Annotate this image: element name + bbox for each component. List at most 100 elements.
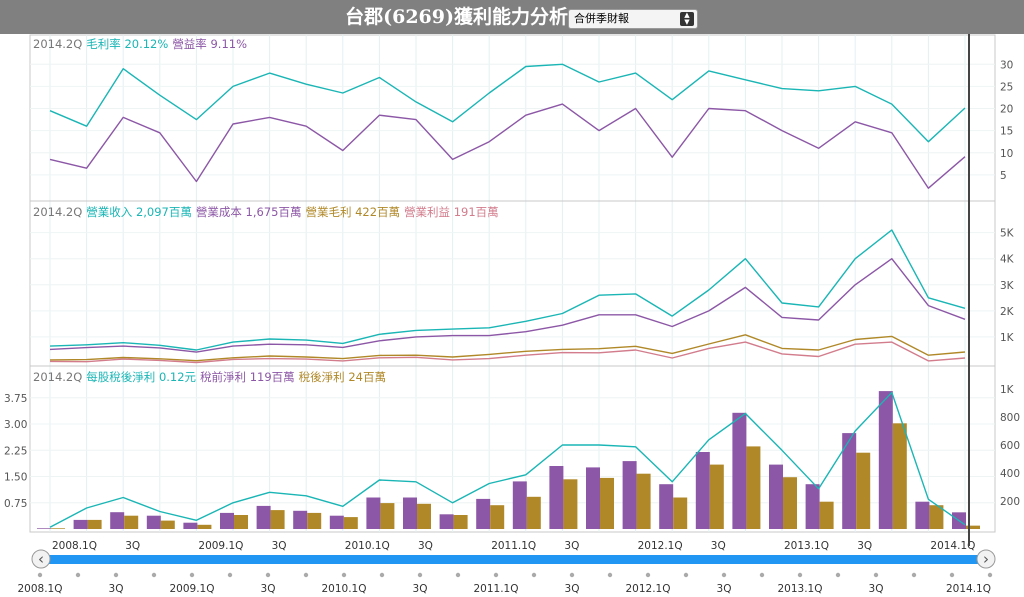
bar-pretax-income	[695, 452, 710, 529]
bar-pretax-income	[549, 466, 564, 529]
right-axis-tick: 4K	[1000, 254, 1015, 266]
bar-net-income	[270, 510, 285, 529]
line-operating-margin	[49, 103, 966, 189]
bar-net-income	[87, 519, 102, 529]
revenue-legend: 2014.2Q 營業收入 2,097百萬 營業成本 1,675百萬 營業毛利 422百…	[33, 204, 503, 220]
line-gross-profit	[49, 334, 966, 362]
x-axis-label: 2013.1Q	[784, 540, 829, 552]
line-gross-margin	[49, 63, 966, 143]
chevron-right-icon[interactable]: ›	[983, 550, 989, 568]
navigator-dot	[113, 572, 119, 578]
report-type-select[interactable]: 合併季財報 ▲ ▼	[568, 9, 698, 29]
bar-pretax-income	[403, 497, 417, 529]
line-operating-income	[49, 341, 966, 364]
bar-pretax-income	[146, 515, 161, 529]
x-axis-label: 3Q	[125, 540, 140, 552]
x-axis-label: 2010.1Q	[345, 540, 390, 552]
navigator-dot	[189, 572, 195, 578]
x-axis-label: 2012.1Q	[638, 540, 683, 552]
bar-net-income	[417, 503, 431, 529]
bar-pretax-income	[769, 464, 783, 529]
navigator-dot	[341, 572, 347, 578]
select-arrows-icon: ▲ ▼	[680, 12, 694, 26]
report-type-value: 合併季財報	[574, 12, 629, 25]
x-axis-label: 2009.1Q	[198, 540, 243, 552]
bar-pretax-income	[659, 484, 674, 529]
legend-item: 稅後淨利 24百萬	[298, 370, 386, 384]
right-axis-tick: 2K	[1000, 306, 1015, 318]
bar-pretax-income	[476, 498, 491, 529]
margin-legend: 2014.2Q 毛利率 20.12% 營益率 9.11%	[33, 36, 251, 52]
bar-net-income	[709, 464, 724, 529]
navigator-dot	[835, 572, 841, 578]
navigator-scroll-track[interactable]	[43, 555, 979, 564]
bar-net-income	[380, 503, 395, 529]
right-axis-tick: 800	[1000, 412, 1020, 424]
legend-item: 毛利率 20.12%	[86, 37, 169, 51]
navigator-label: 2014.1Q	[946, 583, 991, 595]
bar-pretax-income	[878, 391, 893, 529]
bar-net-income	[636, 473, 651, 529]
bar-net-income	[307, 512, 322, 529]
left-axis-tick: 3.00	[4, 419, 27, 431]
bar-pretax-income	[915, 501, 930, 529]
title-bar: 台郡(6269)獲利能力分析 合併季財報 ▲ ▼	[0, 0, 1024, 34]
bar-net-income	[600, 477, 614, 529]
navigator-left-button[interactable]	[31, 549, 51, 569]
legend-item: 稅前淨利 119百萬	[200, 370, 295, 384]
bar-net-income	[892, 423, 907, 529]
x-axis-label: 3Q	[711, 540, 726, 552]
bar-net-income	[783, 477, 797, 529]
bar-pretax-income	[329, 515, 344, 529]
navigator-label: 2010.1Q	[321, 583, 366, 595]
bar-net-income	[234, 515, 248, 529]
bar-pretax-income	[842, 433, 857, 529]
navigator-dot	[265, 572, 271, 578]
x-axis-label: 3Q	[857, 540, 872, 552]
bar-pretax-income	[439, 514, 454, 529]
x-axis-label: 2014.1Q	[930, 540, 975, 552]
chart-area: 5 10 15 20 25 30 1K 2K 3K 4K 5K 0.75 1.50 2.25 3.00 3.7…	[4, 34, 1020, 595]
x-axis-label: 3Q	[272, 540, 287, 552]
navigator-dot	[911, 572, 917, 578]
chevron-left-icon[interactable]: ‹	[38, 550, 44, 568]
bar-pretax-income	[732, 412, 747, 529]
left-axis-tick: 2.25	[4, 445, 27, 457]
bar-pretax-income	[293, 510, 308, 529]
navigator-right-button[interactable]	[976, 549, 996, 569]
navigator-dot	[949, 572, 955, 578]
navigator-dot	[721, 572, 727, 578]
legend-item: 營業收入 2,097百萬	[86, 205, 192, 219]
navigator-dot	[607, 572, 613, 578]
navigator-dot	[455, 572, 461, 578]
bar-net-income	[160, 520, 175, 529]
bar-net-income	[563, 479, 578, 529]
legend-period: 2014.2Q	[33, 370, 83, 384]
bar-pretax-income	[366, 497, 381, 529]
bar-net-income	[966, 525, 980, 529]
navigator-label: 2011.1Q	[473, 583, 518, 595]
right-axis-tick: 1K	[1000, 332, 1015, 344]
bar-net-income	[490, 505, 505, 529]
legend-item: 營業利益 191百萬	[404, 205, 499, 219]
legend-item: 營業成本 1,675百萬	[195, 205, 302, 219]
bar-pretax-income	[512, 481, 527, 529]
right-axis-tick: 15	[1000, 126, 1013, 138]
navigator-dot	[645, 572, 651, 578]
navigator-dot	[797, 572, 803, 578]
navigator-label: 3Q	[869, 583, 884, 595]
line-revenue	[49, 229, 966, 351]
navigator-dot	[303, 572, 309, 578]
left-axis-tick: 0.75	[4, 498, 27, 510]
bar-net-income	[124, 515, 139, 529]
bar-net-income	[343, 517, 358, 529]
x-axis-label: 2011.1Q	[491, 540, 536, 552]
navigator-dot	[75, 572, 81, 578]
navigator-label: 2008.1Q	[17, 583, 62, 595]
bar-pretax-income	[220, 512, 234, 529]
left-axis-tick: 1.50	[4, 472, 27, 484]
legend-period: 2014.2Q	[33, 205, 83, 219]
legend-item: 每股稅後淨利 0.12元	[86, 370, 197, 384]
bar-pretax-income	[183, 522, 198, 529]
right-axis-tick: 3K	[1000, 280, 1015, 292]
